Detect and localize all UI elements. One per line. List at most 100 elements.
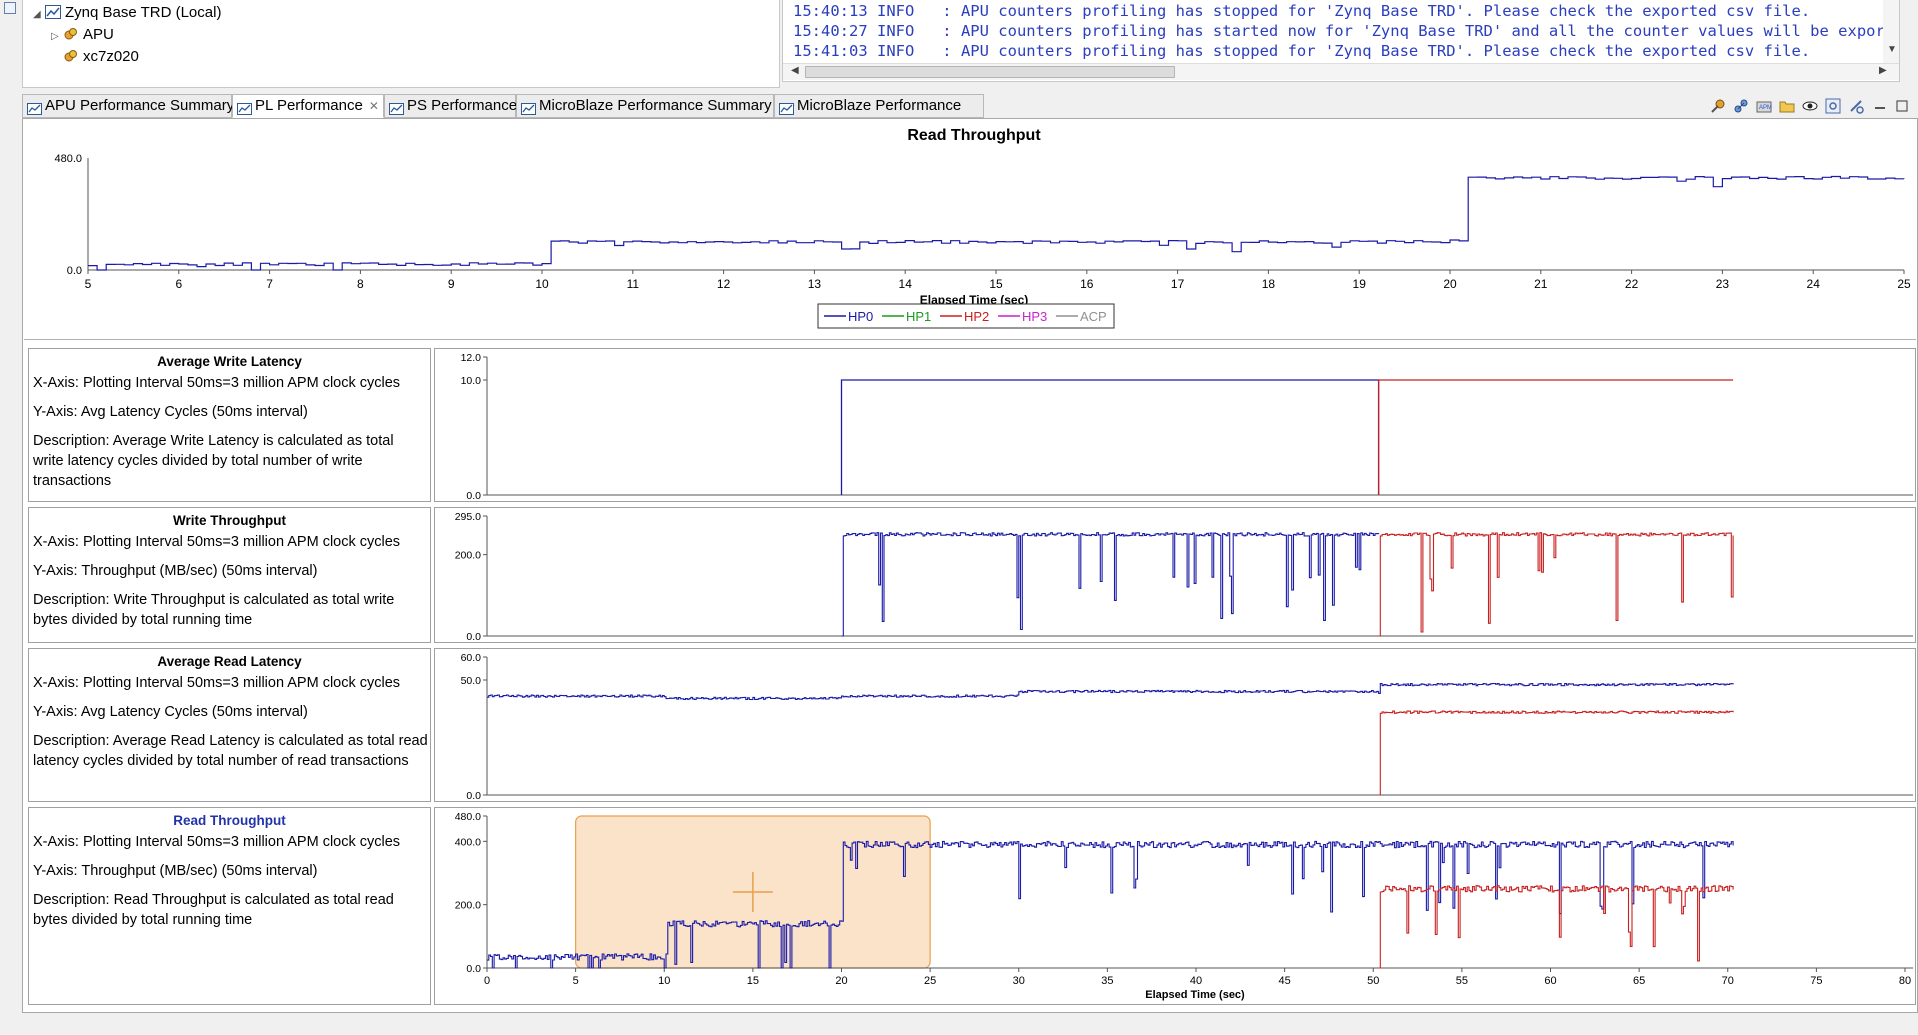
top-chart-svg: Read Throughput 480.0 0.05 6 7 8 9 10 11 12 13 14 15… [54, 127, 1911, 329]
desc-panel-read-throughput: Read Throughput X-Axis: Plotting Interva… [28, 807, 431, 1005]
x-tick-label: 65 [1633, 975, 1645, 987]
chart-svg: 12.0 10.0 0.0 [461, 352, 1913, 502]
chart-svg: 295.0 200.0 0.0 [455, 511, 1913, 643]
tree-item-apu[interactable]: ▷ APU [51, 24, 114, 46]
horizontal-scrollbar[interactable]: ◀ ▶ [783, 63, 1899, 80]
expand-arrow-icon[interactable]: ◢ [33, 9, 41, 20]
y-tick-label: 12.0 [461, 352, 482, 364]
y-tick-label: 0.0 [67, 265, 82, 277]
read-throughput-summary-chart: Read Throughput 480.0 0.0 5 6 7 8 9 10 11 12 13 14 15… [24, 120, 1916, 340]
legend-entry-hp1: HP1 [906, 309, 931, 324]
x-tick-label: 40 [1190, 975, 1202, 987]
desc-panel-avg-write-latency: Average Write Latency X-Axis: Plotting I… [28, 348, 431, 502]
expand-arrow-icon[interactable]: ▷ [51, 31, 59, 42]
x-tick-label: 80 [1899, 975, 1911, 987]
svg-text:APM: APM [1759, 105, 1772, 111]
x-axis-text: X-Axis: Plotting Interval 50ms=3 million… [33, 534, 401, 550]
x-tick-label: 13 [808, 277, 822, 291]
settings-icon[interactable] [1825, 98, 1841, 114]
x-tick-label: 10 [658, 975, 670, 987]
chart-avg-read-latency: 60.0 50.0 0.0 [434, 648, 1916, 802]
scroll-left-arrow[interactable]: ◀ [791, 65, 799, 76]
x-tick-label: 16 [1080, 277, 1094, 291]
desc-panel-avg-read-latency: Average Read Latency X-Axis: Plotting In… [28, 648, 431, 802]
panel-title: Write Throughput [173, 513, 286, 528]
x-tick-label: 30 [1013, 975, 1025, 987]
x-tick-label: 18 [1262, 277, 1276, 291]
tools-icon[interactable] [1848, 98, 1864, 114]
chart-avg-write-latency: 12.0 10.0 0.0 [434, 348, 1916, 502]
x-tick-label: 14 [899, 277, 913, 291]
y-axis-text: Y-Axis: Throughput (MB/sec) (50ms interv… [33, 863, 318, 879]
chart-icon [521, 100, 536, 115]
series-line-hp0 [840, 379, 1380, 495]
y-tick-label: 480.0 [54, 153, 82, 165]
x-tick-label: 50 [1367, 975, 1379, 987]
tab-microblaze-performance-summary[interactable]: MicroBlaze Performance Summary [516, 94, 774, 118]
vertical-scrollbar[interactable]: ▼ [1883, 0, 1899, 63]
x-tick-label: 25 [924, 975, 936, 987]
description-text: Description: Write Throughput is calcula… [33, 592, 395, 628]
x-tick-label: 25 [1897, 277, 1911, 291]
series-line-hp0 [841, 532, 1380, 637]
tree-item-device[interactable]: xc7z020 [63, 46, 139, 68]
chart-read-throughput: 480.0 400.0 200.0 0.0 0 5 10 15 20 25 30 35 40 45 50 55… [434, 807, 1916, 1005]
panel-title: Average Write Latency [157, 354, 302, 369]
x-tick-label: 22 [1625, 277, 1639, 291]
target-tree-panel: ◢ Zynq Base TRD (Local) ▷ APU xc7z020 [22, 0, 780, 88]
x-tick-label: 7 [266, 277, 273, 291]
x-tick-label: 8 [357, 277, 364, 291]
editor-tabbar: APU Performance Summary PL Performance ✕ … [22, 94, 1918, 118]
chart-svg: 60.0 50.0 0.0 [461, 652, 1913, 802]
console-line: 15:40:27 INFO : APU counters profiling h… [793, 22, 1900, 40]
y-axis-text: Y-Axis: Avg Latency Cycles (50ms interva… [33, 404, 308, 420]
desc-panel-write-throughput: Write Throughput X-Axis: Plotting Interv… [28, 507, 431, 643]
series-line-hp0 [487, 682, 1734, 701]
x-tick-label: 21 [1534, 277, 1548, 291]
series-line-hp2 [1378, 532, 1734, 637]
y-tick-label: 50.0 [461, 675, 482, 687]
eye-icon[interactable] [1802, 98, 1818, 114]
x-tick-label: 23 [1716, 277, 1730, 291]
description-text: Description: Average Read Latency is cal… [33, 733, 428, 769]
chart-title: Read Throughput [907, 127, 1041, 144]
y-tick-label: 0.0 [466, 631, 481, 643]
x-tick-label: 11 [627, 277, 640, 291]
x-tick-label: 35 [1101, 975, 1113, 987]
tab-microblaze-performance[interactable]: MicroBlaze Performance [774, 94, 984, 118]
x-axis-text: X-Axis: Plotting Interval 50ms=3 million… [33, 375, 401, 391]
panel-title: Average Read Latency [157, 654, 302, 669]
tab-pl-performance[interactable]: PL Performance ✕ [232, 94, 384, 118]
description-text: Description: Average Write Latency is ca… [33, 433, 394, 489]
y-tick-label: 200.0 [455, 900, 481, 912]
tree-item-root[interactable]: ◢ Zynq Base TRD (Local) [33, 2, 221, 24]
tab-apu-performance-summary[interactable]: APU Performance Summary [22, 94, 235, 118]
connect-icon[interactable] [1733, 98, 1749, 114]
tab-ps-performance[interactable]: PS Performance [384, 94, 517, 118]
legend-entry-acp: ACP [1080, 309, 1107, 324]
tab-label: MicroBlaze Performance Summary [539, 97, 772, 114]
chart-write-throughput: 295.0 200.0 0.0 [434, 507, 1916, 643]
legend-entry-hp0: HP0 [848, 309, 873, 324]
x-tick-label: 15 [747, 975, 759, 987]
x-tick-label: 9 [448, 277, 455, 291]
view-menu-icon[interactable] [4, 2, 16, 14]
apm-icon[interactable]: APM [1756, 98, 1772, 114]
y-tick-label: 200.0 [455, 550, 481, 562]
maximize-icon[interactable] [1894, 98, 1910, 114]
tree-item-label: xc7z020 [83, 48, 139, 65]
scroll-right-arrow[interactable]: ▶ [1879, 65, 1887, 76]
description-text: Description: Read Throughput is calculat… [33, 892, 394, 928]
close-icon[interactable]: ✕ [368, 99, 379, 113]
tab-label: APU Performance Summary [45, 97, 235, 114]
minimize-icon[interactable] [1872, 98, 1888, 114]
scroll-down-arrow[interactable]: ▼ [1887, 44, 1897, 55]
y-tick-label: 0.0 [466, 790, 481, 802]
processor-icon [63, 26, 79, 40]
scroll-thumb[interactable] [805, 66, 1175, 78]
folder-icon[interactable] [1779, 98, 1795, 114]
x-tick-label: 10 [535, 277, 549, 291]
pin-icon[interactable] [1710, 98, 1726, 114]
x-tick-label: 60 [1544, 975, 1556, 987]
chart-icon [45, 4, 61, 19]
